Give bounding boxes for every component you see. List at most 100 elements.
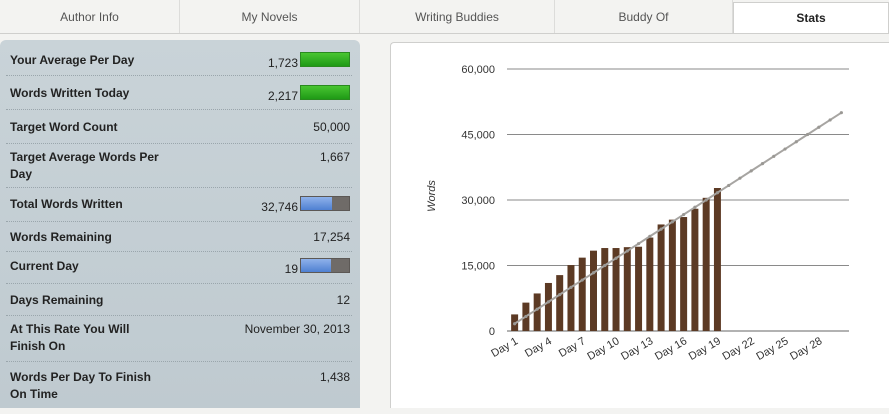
y-tick-label: 30,000 xyxy=(461,195,495,207)
bar-day-7 xyxy=(578,257,586,331)
bar-day-16 xyxy=(680,217,688,331)
stat-label: Words Per Day To Finish On Time xyxy=(10,370,151,401)
stat-label: Total Words Written xyxy=(10,197,123,211)
target-point xyxy=(828,118,832,122)
target-point xyxy=(727,183,731,188)
x-tick-label: Day 16 xyxy=(653,335,689,363)
bar-day-15 xyxy=(668,219,676,331)
target-point xyxy=(670,220,674,224)
target-point xyxy=(546,300,551,304)
stat-label: Words Written Today xyxy=(10,86,130,100)
bar-day-10 xyxy=(612,248,620,331)
bar-day-4 xyxy=(544,282,552,331)
progress-fill xyxy=(301,259,332,272)
target-point xyxy=(648,234,652,238)
y-tick-label: 60,000 xyxy=(461,64,495,76)
target-point xyxy=(558,293,562,297)
target-line xyxy=(514,111,842,325)
stat-row-words-today: Words Written Today 2,217 xyxy=(6,76,352,110)
stat-value: November 30, 2013 xyxy=(244,322,350,336)
target-point xyxy=(794,140,798,144)
target-point xyxy=(625,249,629,253)
y-axis-label: Words xyxy=(426,180,438,212)
target-point xyxy=(693,205,697,209)
progress-fill xyxy=(301,197,333,210)
target-point xyxy=(772,154,776,158)
target-point xyxy=(636,242,641,246)
total-words-progress-bar xyxy=(300,196,350,211)
bar-day-9 xyxy=(601,248,609,331)
target-point xyxy=(839,111,843,115)
stat-row-days-remaining: Days Remaining 12 xyxy=(6,284,352,316)
stat-row-target-average: Target Average Words Per Day 1,667 xyxy=(6,144,352,188)
stat-row-total-words: Total Words Written 32,746 xyxy=(6,188,352,222)
target-point xyxy=(817,125,821,129)
x-tick-label: Day 28 xyxy=(788,335,824,363)
current-day-progress-bar xyxy=(300,258,350,273)
bar-day-18 xyxy=(702,197,710,331)
target-point xyxy=(760,162,765,166)
bar-day-5 xyxy=(556,275,564,331)
x-tick-label: Day 7 xyxy=(557,335,588,360)
y-tick-label: 15,000 xyxy=(461,261,495,273)
stat-value: 32,746 xyxy=(261,200,298,214)
y-tick-label: 0 xyxy=(489,326,495,338)
stat-value: 1,723 xyxy=(267,56,298,70)
x-tick-label: Day 13 xyxy=(619,335,655,363)
stat-value: 1,438 xyxy=(319,370,350,384)
target-point xyxy=(569,285,573,289)
target-point xyxy=(749,169,753,173)
target-point xyxy=(524,314,528,319)
stat-label: Words Remaining xyxy=(10,230,112,244)
target-point xyxy=(591,271,596,275)
tab-buddy-of[interactable]: Buddy Of xyxy=(555,0,733,34)
bar-day-11 xyxy=(623,247,631,331)
target-point xyxy=(603,263,607,268)
tab-stats[interactable]: Stats xyxy=(733,2,889,34)
target-point xyxy=(805,132,810,137)
target-point xyxy=(682,212,686,217)
bar-day-3 xyxy=(533,293,541,331)
stat-value: 2,217 xyxy=(267,89,298,103)
y-tick-label: 45,000 xyxy=(461,130,495,142)
bar-day-13 xyxy=(646,237,654,331)
target-point xyxy=(659,227,663,231)
stat-label: Target Word Count xyxy=(10,120,118,134)
stat-label: At This Rate You Will Finish On xyxy=(10,322,130,353)
x-tick-label: Day 1 xyxy=(489,335,520,360)
average-progress-bar xyxy=(300,52,350,67)
target-point xyxy=(535,307,539,311)
stat-label: Your Average Per Day xyxy=(10,53,135,67)
tab-writing-buddies[interactable]: Writing Buddies xyxy=(360,0,555,34)
bar-day-12 xyxy=(635,246,643,331)
bar-day-19 xyxy=(713,188,721,331)
bar-day-14 xyxy=(657,224,665,331)
stat-value: 12 xyxy=(336,293,350,307)
x-tick-label: Day 10 xyxy=(585,335,621,363)
x-tick-label: Day 4 xyxy=(523,335,554,360)
bar-day-8 xyxy=(590,250,597,331)
stat-row-finish-date: At This Rate You Will Finish On November… xyxy=(6,316,352,362)
stat-row-current-day: Current Day 19 xyxy=(6,252,352,284)
target-point xyxy=(738,176,742,180)
bar-day-17 xyxy=(691,208,699,331)
stat-row-words-to-finish: Words Per Day To Finish On Time 1,438 xyxy=(6,362,352,408)
tab-author-info[interactable]: Author Info xyxy=(0,0,180,34)
target-point xyxy=(715,191,720,195)
target-point xyxy=(704,198,708,202)
stat-value: 50,000 xyxy=(313,120,350,134)
tab-divider xyxy=(0,33,889,34)
x-tick-label: Day 25 xyxy=(754,335,790,363)
stat-row-words-remaining: Words Remaining 17,254 xyxy=(6,222,352,252)
stat-label: Days Remaining xyxy=(10,293,104,307)
tab-my-novels[interactable]: My Novels xyxy=(180,0,360,34)
bar-day-6 xyxy=(567,265,575,331)
target-point xyxy=(783,147,787,151)
word-count-chart: 60,000 45,000 30,000 15,000 0 Words Day 1 Day 4… xyxy=(426,64,849,363)
x-tick-label: Day 22 xyxy=(721,335,757,363)
target-point xyxy=(513,322,517,326)
stat-label: Current Day xyxy=(10,259,79,273)
today-progress-bar xyxy=(300,85,350,100)
stat-row-target-word-count: Target Word Count 50,000 xyxy=(6,110,352,144)
chart-panel: 60,000 45,000 30,000 15,000 0 Words Day 1 Day 4… xyxy=(390,42,889,408)
